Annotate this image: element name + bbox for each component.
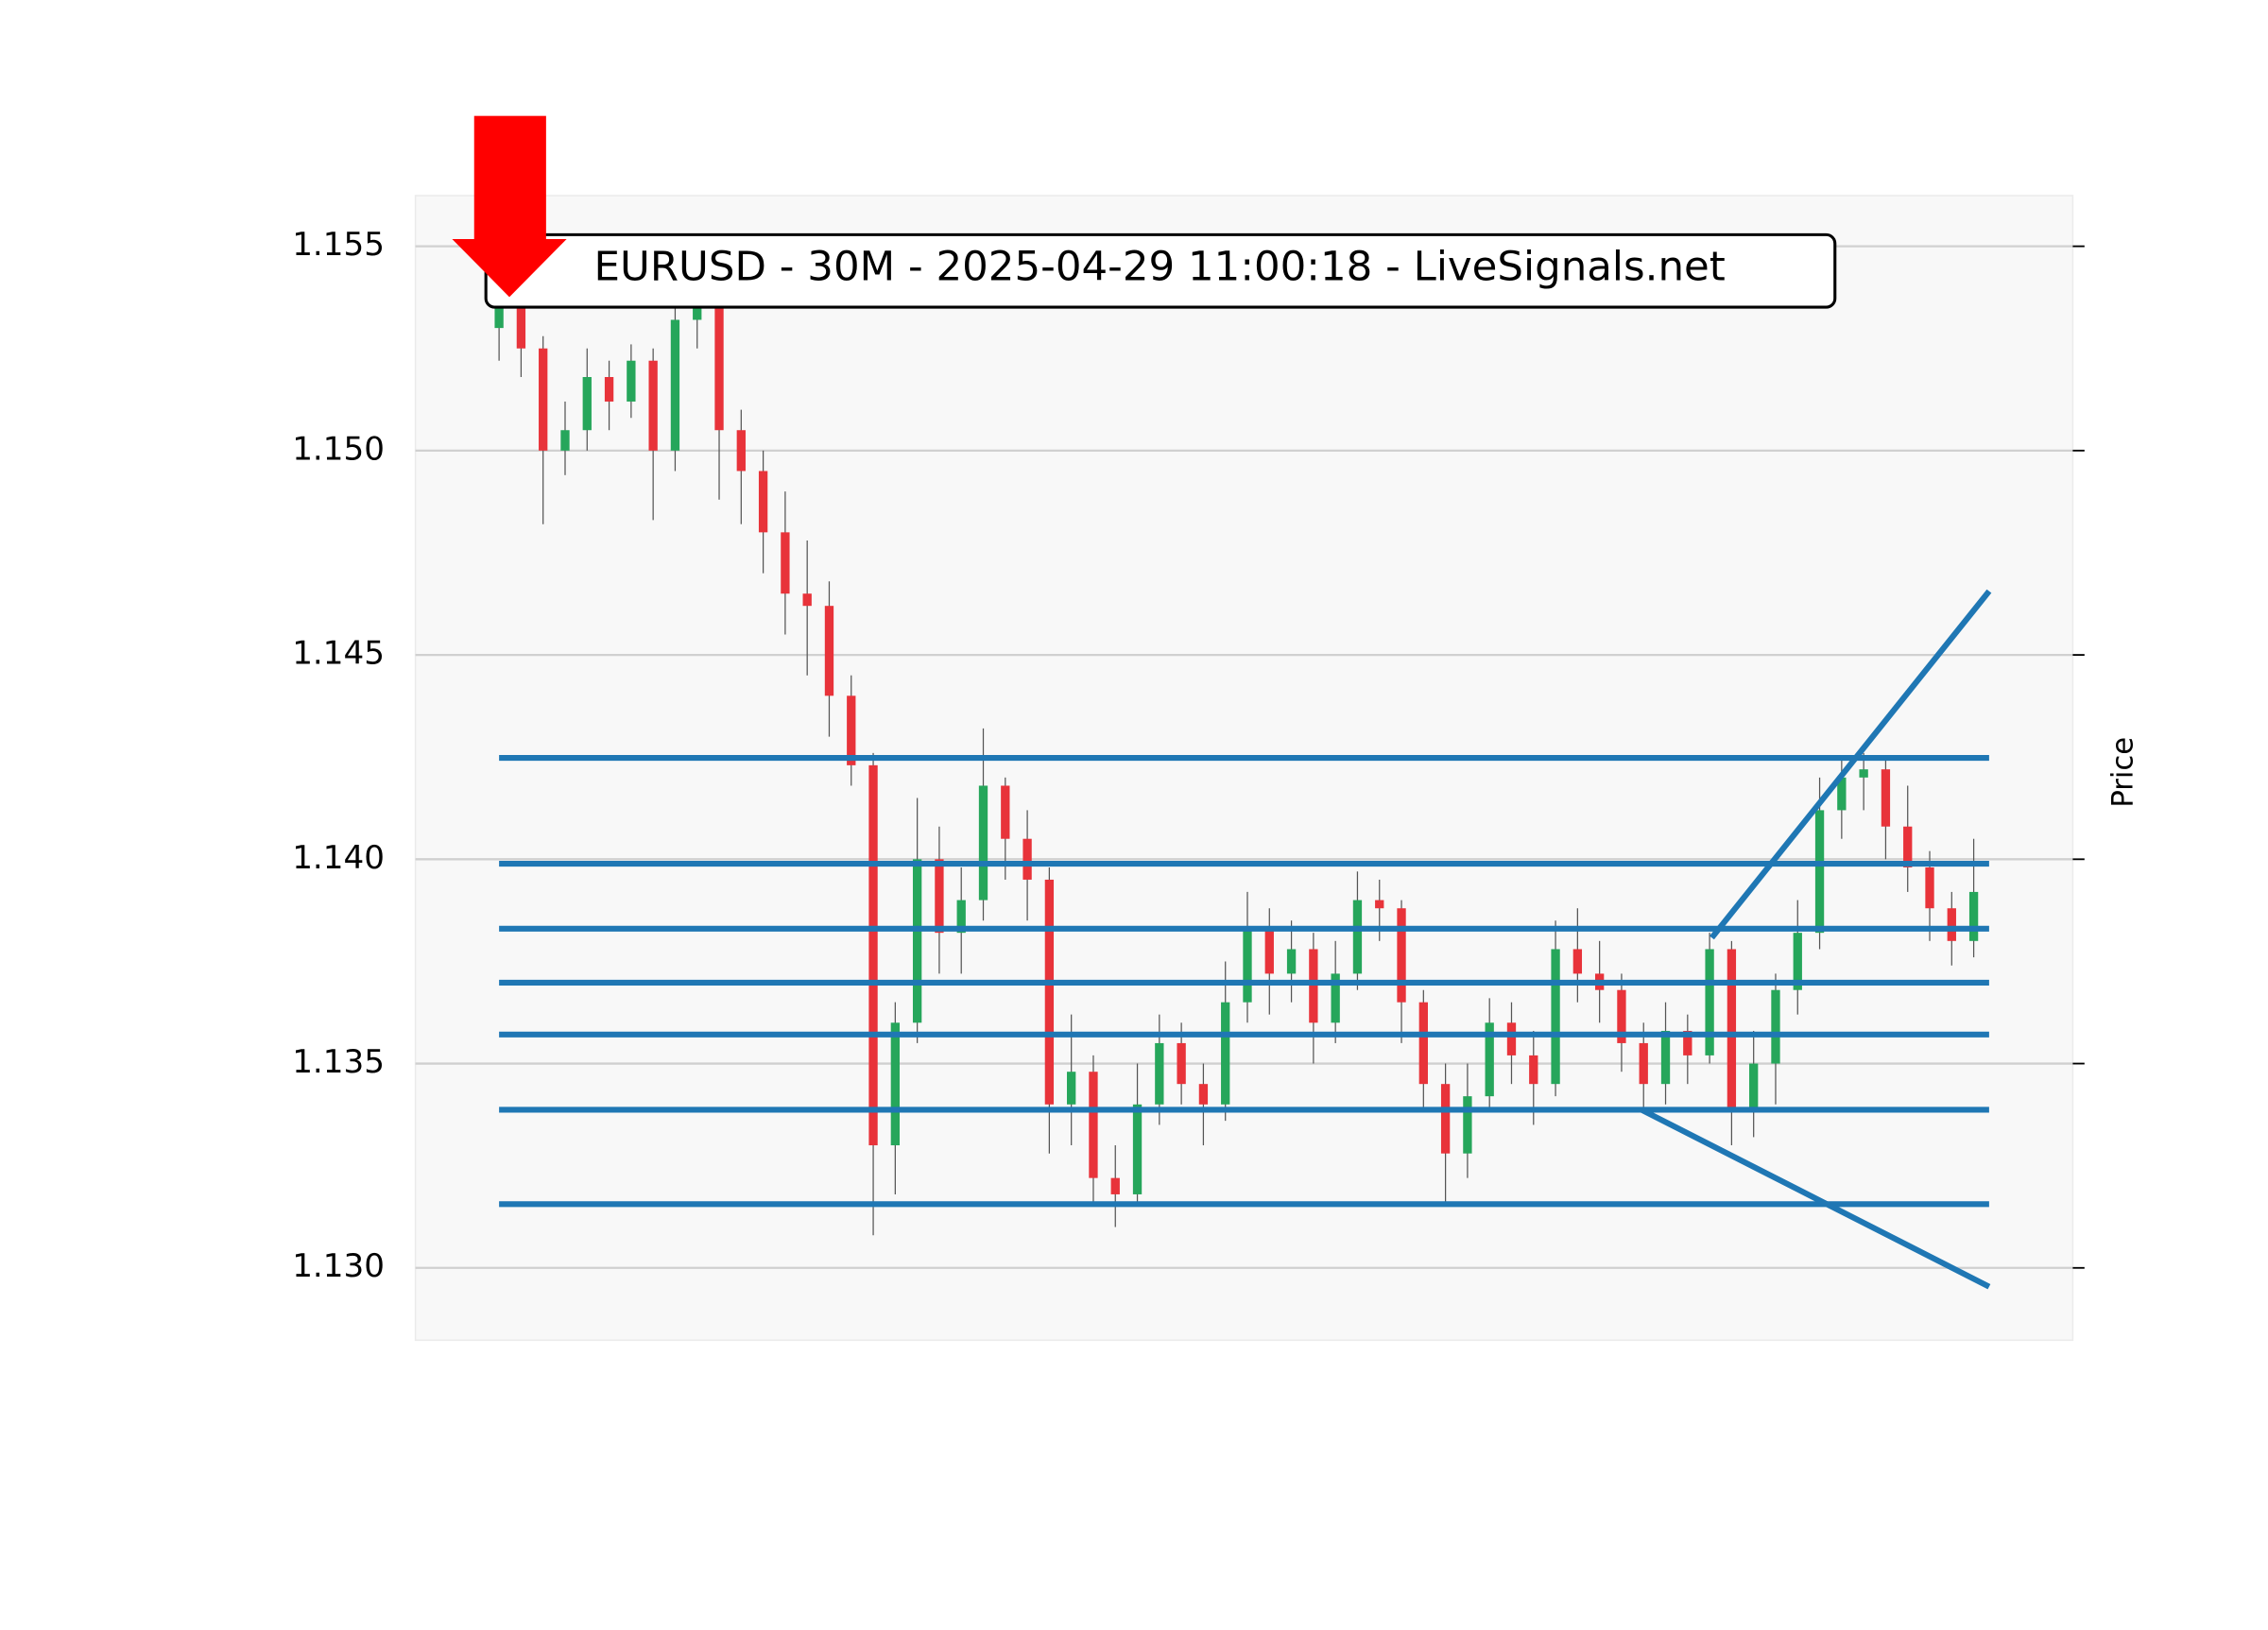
y-tick-label: 1.135	[292, 1043, 385, 1081]
candle-body	[736, 430, 746, 472]
y-tick-label: 1.140	[292, 839, 385, 877]
candle-body	[1418, 1002, 1428, 1085]
candle-body	[1132, 1104, 1143, 1194]
candle-body	[604, 377, 614, 402]
candle-body	[1440, 1084, 1451, 1154]
candle-body	[714, 307, 724, 431]
candle-body	[627, 360, 636, 402]
candle-body	[1309, 949, 1318, 1023]
candle-body	[890, 1022, 901, 1146]
candle-body	[1485, 1022, 1494, 1097]
candle-body	[1243, 928, 1252, 1003]
candle-body	[1286, 949, 1297, 974]
candle-body	[1198, 1084, 1209, 1105]
candle-body	[781, 532, 790, 594]
candle-body	[1110, 1177, 1120, 1194]
candle-body	[1793, 933, 1802, 990]
candle-body	[494, 307, 504, 329]
candle-body	[1067, 1072, 1076, 1105]
candle-body	[935, 859, 944, 934]
candle-body	[516, 307, 526, 349]
candle-body	[956, 900, 966, 934]
y-axis-label: Price	[2105, 737, 2139, 808]
y-tick-label: 1.130	[292, 1247, 385, 1285]
signal-arrow	[452, 115, 567, 298]
levels	[499, 589, 1992, 1290]
candle-body	[847, 695, 856, 765]
candle-body	[1727, 949, 1737, 1113]
candle-body	[1397, 908, 1406, 1003]
candle-body	[868, 764, 878, 1146]
y-tick-label: 1.145	[292, 635, 385, 673]
candle-body	[1529, 1055, 1538, 1085]
arrow-head	[452, 239, 567, 298]
candle-body	[1947, 908, 1956, 941]
candle-body	[1352, 900, 1363, 974]
candle-body	[758, 471, 768, 533]
candle-body	[1859, 769, 1868, 778]
candle-body	[1925, 866, 1934, 909]
candle-body	[912, 859, 922, 1023]
candle-body	[1771, 989, 1780, 1064]
candles	[494, 286, 1979, 1236]
candle-body	[1044, 879, 1055, 1105]
candle-body	[1551, 949, 1560, 1085]
candle-body	[1022, 838, 1032, 880]
candle-body	[1089, 1072, 1098, 1178]
candle-body	[1001, 785, 1010, 839]
candle-body	[1639, 1042, 1648, 1085]
chart-title: EURUSD - 30M - 2025-04-29 11:00:18 - Liv…	[594, 244, 1726, 291]
candle-body	[693, 307, 702, 320]
candle-body	[1617, 989, 1626, 1043]
candle-body	[670, 319, 680, 451]
candle-body	[1968, 891, 1979, 941]
trend-line	[1709, 589, 1992, 940]
candle-body	[1814, 810, 1825, 934]
candle-body	[560, 430, 570, 451]
candle-body	[1881, 769, 1891, 827]
candle-body	[648, 360, 658, 451]
candle-body	[539, 348, 548, 451]
candle-body	[1749, 1063, 1759, 1113]
candle-body	[1221, 1002, 1230, 1105]
trend-line	[1640, 1107, 1991, 1290]
candle-body	[1903, 826, 1913, 867]
candle-body	[582, 377, 592, 431]
arrow-shaft	[473, 115, 546, 241]
candle-body	[1705, 949, 1714, 1055]
candle-body	[1177, 1042, 1186, 1085]
candle-body	[1572, 949, 1583, 974]
candle-body	[1837, 777, 1847, 811]
y-tick-label: 1.155	[292, 226, 385, 264]
candle-body	[1331, 973, 1340, 1023]
candle-body	[1463, 1096, 1472, 1154]
candle-body	[978, 785, 988, 901]
candle-body	[1506, 1022, 1517, 1055]
candle-body	[1264, 928, 1274, 974]
y-tick-label: 1.150	[292, 430, 385, 468]
candle-body	[1683, 1030, 1692, 1055]
candle-body	[1155, 1042, 1164, 1105]
candle-body	[824, 606, 834, 696]
grid: 1.130 1.135 1.140 1.145 1.150 1.155	[292, 226, 2085, 1285]
candle-body	[1375, 900, 1384, 909]
plot-area	[414, 195, 2074, 1342]
candle-body	[802, 593, 812, 607]
candle-body	[1660, 1030, 1671, 1085]
